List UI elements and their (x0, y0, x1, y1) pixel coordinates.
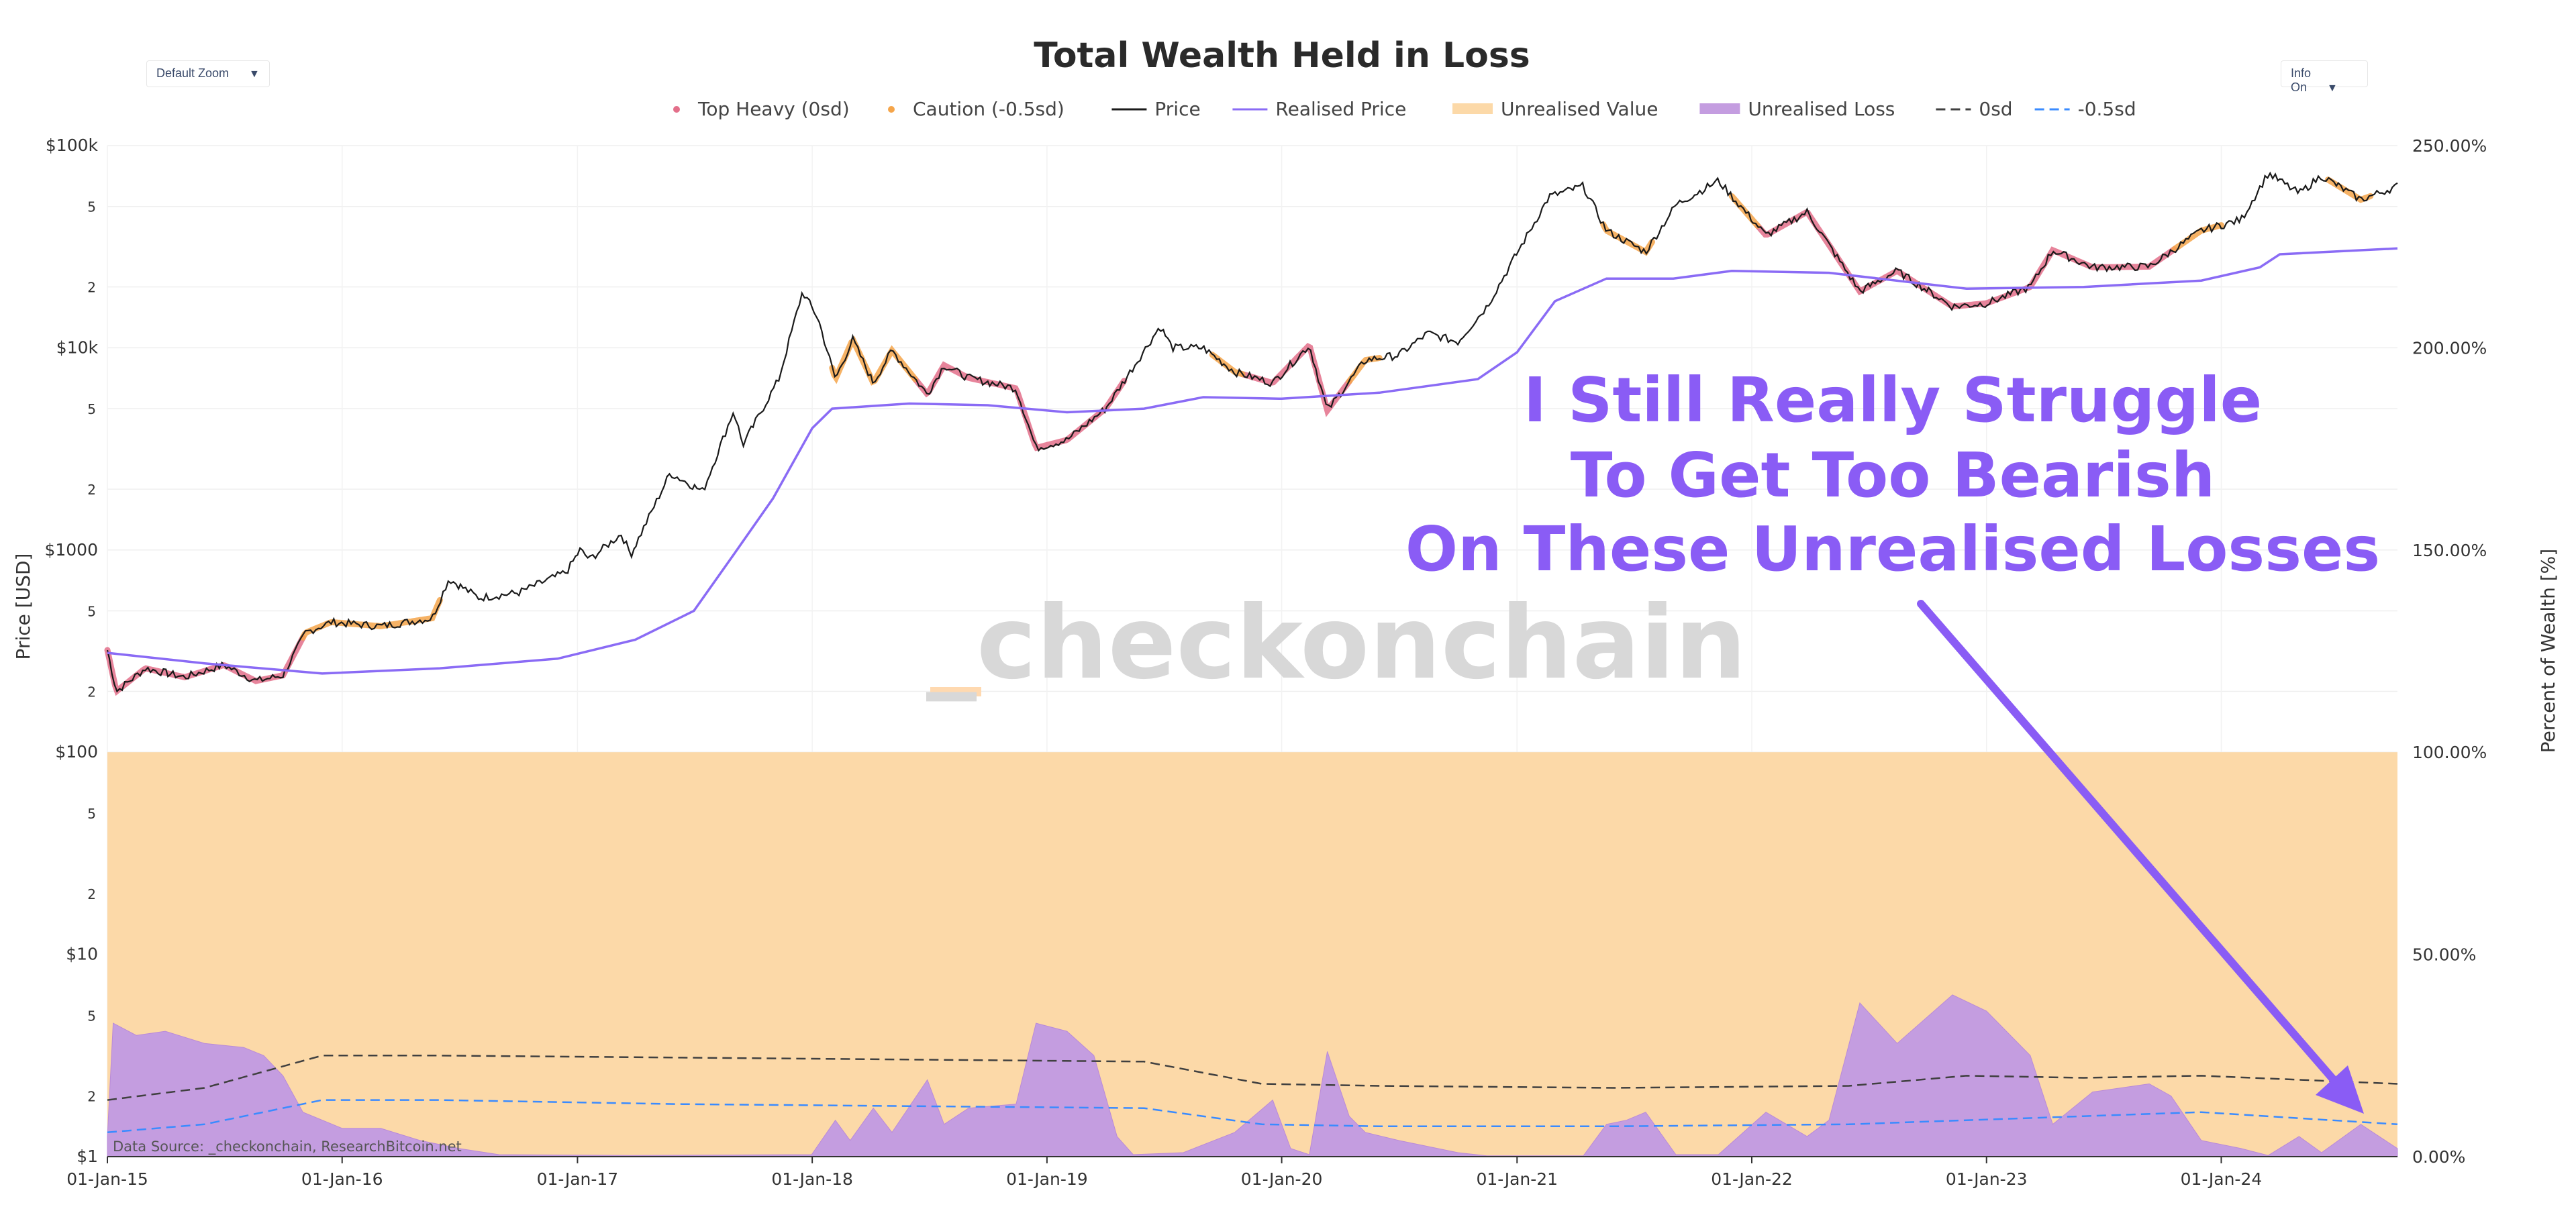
x-tick-label: 01-Jan-24 (2181, 1169, 2263, 1189)
legend-item: -0.5sd (2034, 98, 2136, 120)
realised-price-line (107, 247, 2398, 675)
y-left-tick-label: 2 (87, 886, 96, 902)
unrealised-value-band (107, 752, 2397, 1157)
default-zoom-dropdown[interactable]: Default Zoom ▼ (146, 60, 270, 87)
y-left-tick-label: 2 (87, 1088, 96, 1104)
y-left-axis-title: Price [USD] (12, 553, 34, 660)
y-left-tick-label: 2 (87, 280, 96, 296)
info-toggle-label: Info On (2291, 66, 2312, 94)
x-tick-label: 01-Jan-18 (771, 1169, 853, 1189)
legend-swatch-band (1699, 103, 1740, 114)
x-tick-label: 01-Jan-17 (537, 1169, 619, 1189)
legend-label: -0.5sd (2078, 98, 2136, 120)
top-heavy-markers (1754, 209, 2177, 310)
legend-item: Caution (-0.5sd) (888, 98, 1064, 120)
x-tick-label: 01-Jan-21 (1476, 1169, 1558, 1189)
legend-item: Top Heavy (0sd) (673, 98, 850, 120)
y-right-axis-title: Percent of Wealth [%] (2537, 549, 2559, 753)
y-right-tick-label: 200.00% (2412, 338, 2487, 358)
y-right-tick-label: 100.00% (2412, 743, 2487, 762)
caution-markers (299, 596, 443, 641)
x-tick-label: 01-Jan-20 (1241, 1169, 1323, 1189)
default-zoom-label: Default Zoom (156, 66, 230, 80)
y-right-tick-label: 250.00% (2412, 136, 2487, 156)
legend-item: Unrealised Loss (1699, 98, 1895, 120)
y-right-tick-label: 150.00% (2412, 541, 2487, 560)
y-left-tick-label: 2 (87, 684, 96, 700)
y-left-tick-label: $10 (66, 945, 98, 964)
data-source-note: Data Source: _checkonchain, ResearchBitc… (113, 1139, 462, 1155)
y-left-tick-label: $1 (77, 1147, 98, 1166)
legend-item: 0sd (1936, 98, 2013, 120)
y-left-tick-label: $10k (56, 337, 99, 357)
legend-label: Unrealised Loss (1748, 98, 1895, 120)
legend-label: Unrealised Value (1501, 98, 1658, 120)
y-left-tick-label: 5 (87, 1008, 96, 1024)
price-line (106, 171, 2398, 693)
y-left-tick-label: 5 (87, 401, 96, 417)
legend-swatch-dot (888, 106, 895, 113)
chevron-down-icon: ▼ (249, 68, 260, 80)
legend-label: Caution (-0.5sd) (913, 98, 1064, 120)
legend-label: 0sd (1979, 98, 2012, 120)
caution-markers (1600, 221, 1655, 256)
y-left-tick-label: 5 (87, 199, 96, 215)
legend-swatch-dot (673, 106, 680, 113)
x-tick-label: 01-Jan-19 (1006, 1169, 1088, 1189)
y-left-tick-label: $1000 (44, 540, 98, 560)
legend-item: Unrealised Value (1452, 98, 1658, 120)
annotation-line: On These Unrealised Losses (1405, 513, 2380, 585)
legend-label: Realised Price (1275, 98, 1406, 120)
legend-item: Price (1111, 98, 1201, 120)
y-right-tick-label: 0.00% (2412, 1147, 2465, 1167)
legend-swatch-band (1452, 103, 1493, 114)
legend-item: Realised Price (1232, 98, 1406, 120)
y-left-tick-label: $100k (46, 136, 99, 155)
annotation-arrow-shaft (1917, 600, 2344, 1091)
caution-markers (2171, 222, 2224, 252)
chart-title: Total Wealth Held in Loss (1034, 36, 1530, 76)
caution-markers (1346, 355, 1383, 384)
neg-half-sd-line (107, 1099, 2398, 1134)
annotation-arrow-head (2316, 1065, 2364, 1114)
watermark-text: _checkonchain (926, 585, 1746, 702)
y-left-tick-label: $100 (55, 742, 98, 761)
annotation-line: I Still Really Struggle (1524, 364, 2262, 436)
y-left-tick-label: 5 (87, 806, 96, 822)
watermark-accent (930, 687, 981, 696)
x-tick-label: 01-Jan-22 (1711, 1169, 1793, 1189)
zero-sd-line (107, 1055, 2398, 1101)
legend-label: Top Heavy (0sd) (697, 98, 850, 120)
y-right-tick-label: 50.00% (2412, 945, 2476, 965)
chevron-down-icon: ▼ (2327, 83, 2338, 94)
info-toggle-dropdown[interactable]: Info On ▼ (2281, 60, 2368, 94)
x-tick-label: 01-Jan-16 (301, 1169, 383, 1189)
x-tick-label: 01-Jan-15 (66, 1169, 148, 1189)
top-heavy-markers (911, 361, 1128, 452)
y-left-tick-label: 5 (87, 604, 96, 620)
annotation-line: To Get Too Bearish (1571, 439, 2215, 511)
x-tick-label: 01-Jan-23 (1946, 1169, 2028, 1189)
y-left-tick-label: 2 (87, 482, 96, 498)
legend-label: Price (1154, 98, 1200, 120)
unrealised-loss-area (107, 994, 2398, 1157)
